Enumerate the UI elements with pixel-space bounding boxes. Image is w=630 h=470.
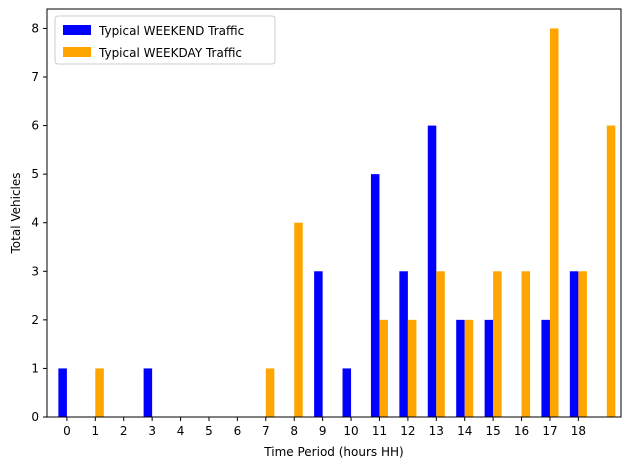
- y-tick-label: 8: [31, 21, 39, 35]
- x-tick-label: 13: [429, 424, 444, 438]
- y-tick-label: 4: [31, 216, 39, 230]
- x-tick-label: 17: [542, 424, 557, 438]
- x-tick-label: 8: [290, 424, 298, 438]
- legend-swatch: [63, 25, 91, 35]
- x-tick-label: 1: [91, 424, 99, 438]
- x-tick-label: 9: [319, 424, 327, 438]
- y-axis-ticks: 0 1 2 3 4 5 6 7 8: [31, 21, 47, 424]
- x-axis-label: Time Period (hours HH): [263, 445, 403, 459]
- bar-series1-x9: [314, 271, 323, 417]
- x-tick-label: 7: [262, 424, 270, 438]
- bar-series1-x3: [143, 368, 153, 417]
- x-tick-label: 5: [205, 424, 213, 438]
- bar-series1-x18: [569, 271, 579, 417]
- bar-series2-x11: [379, 319, 388, 417]
- y-axis-label: Total Vehicles: [9, 172, 23, 254]
- legend-frame: [54, 15, 276, 65]
- bar-series2-x12: [407, 319, 417, 417]
- bar-series1-x0: [58, 368, 67, 417]
- x-tick-label: 6: [234, 424, 242, 438]
- bar-series2-x1: [95, 368, 104, 417]
- legend: Typical WEEKEND Traffic Typical WEEKDAY T…: [54, 15, 276, 65]
- bar-series1-x14: [456, 319, 465, 417]
- x-tick-label: 18: [571, 424, 586, 438]
- x-tick-label: 15: [485, 424, 500, 438]
- x-tick-label: 0: [63, 424, 71, 438]
- y-tick-label: 6: [31, 119, 39, 133]
- bar-series2-x16: [521, 271, 531, 417]
- bar-series2-x13: [436, 271, 445, 417]
- x-tick-label: 4: [177, 424, 185, 438]
- y-tick-label: 2: [31, 313, 39, 327]
- bar-series1-x17: [541, 319, 550, 417]
- bar-series2-x18: [578, 271, 587, 417]
- x-tick-label: 2: [120, 424, 128, 438]
- y-tick-label: 1: [31, 361, 39, 375]
- plot-frame: [46, 8, 622, 418]
- bar-series2-x19: [606, 125, 616, 418]
- bars-group: [58, 28, 616, 418]
- y-tick-label: 5: [31, 167, 39, 181]
- x-tick-label: 3: [148, 424, 156, 438]
- bar-series2-x14: [464, 319, 474, 417]
- bar-series2-x8: [294, 222, 303, 417]
- bar-series1-x10: [342, 368, 352, 417]
- x-tick-label: 16: [514, 424, 529, 438]
- legend-label: Typical WEEKDAY Traffic: [98, 46, 242, 60]
- y-tick-label: 0: [31, 410, 39, 424]
- bar-series1-x12: [399, 271, 408, 417]
- x-tick-label: 14: [457, 424, 472, 438]
- x-tick-label: 11: [372, 424, 387, 438]
- bar-series1-x15: [484, 319, 494, 417]
- y-tick-label: 3: [31, 264, 39, 278]
- y-tick-label: 7: [31, 70, 39, 84]
- bar-series1-x11: [370, 174, 380, 417]
- x-tick-label: 10: [343, 424, 358, 438]
- bar-series2-x7: [265, 368, 275, 417]
- x-tick-label: 12: [400, 424, 415, 438]
- bar-series2-x17: [549, 28, 559, 418]
- x-axis-ticks: 0 1 2 3 4 5 6 7 8 9 10 11 12 13 14 15 16 17 18: [63, 417, 586, 438]
- bar-series1-x13: [427, 125, 437, 418]
- legend-label: Typical WEEKEND Traffic: [98, 24, 244, 38]
- legend-swatch: [63, 47, 91, 57]
- bar-series2-x15: [493, 271, 502, 417]
